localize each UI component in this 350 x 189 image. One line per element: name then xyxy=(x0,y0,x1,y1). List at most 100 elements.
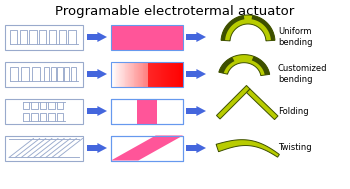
Bar xyxy=(165,61,166,87)
Polygon shape xyxy=(111,136,183,160)
Bar xyxy=(162,61,164,87)
Bar xyxy=(142,61,143,87)
Bar xyxy=(111,61,183,87)
Bar xyxy=(148,61,149,87)
Bar xyxy=(121,61,122,87)
Bar xyxy=(128,61,130,87)
Bar xyxy=(122,61,123,87)
Bar xyxy=(5,136,83,160)
Polygon shape xyxy=(216,140,279,157)
Bar xyxy=(114,61,115,87)
Bar xyxy=(146,61,147,87)
Bar xyxy=(125,61,127,87)
Bar xyxy=(155,61,156,87)
Bar xyxy=(149,61,150,87)
Polygon shape xyxy=(221,15,275,41)
Text: Uniform
bending: Uniform bending xyxy=(278,27,313,47)
Bar xyxy=(164,61,166,87)
Bar xyxy=(145,61,147,87)
Bar xyxy=(181,61,183,87)
Bar xyxy=(150,61,152,87)
Bar xyxy=(152,61,153,87)
Bar xyxy=(133,61,134,87)
Bar xyxy=(132,61,133,87)
Bar xyxy=(111,136,183,160)
Bar xyxy=(154,61,156,87)
Bar xyxy=(160,61,161,87)
Bar xyxy=(5,25,83,50)
Bar xyxy=(144,61,146,87)
Bar xyxy=(180,61,181,87)
Bar xyxy=(161,61,163,87)
Text: Programable electrotermal actuator: Programable electrotermal actuator xyxy=(55,5,295,18)
Bar xyxy=(163,61,164,87)
Bar xyxy=(134,61,136,87)
Bar xyxy=(136,61,138,87)
Text: Customized
bending: Customized bending xyxy=(278,64,328,84)
Bar xyxy=(133,61,135,87)
Text: Twisting: Twisting xyxy=(278,143,312,153)
Bar xyxy=(117,61,119,87)
Bar xyxy=(152,61,154,87)
Bar xyxy=(150,61,151,87)
Bar xyxy=(125,61,126,87)
Bar xyxy=(114,61,116,87)
Bar xyxy=(173,61,175,87)
Bar xyxy=(157,61,158,87)
Polygon shape xyxy=(186,143,206,153)
Bar xyxy=(116,61,117,87)
Bar xyxy=(182,61,183,87)
Bar xyxy=(118,61,120,87)
Polygon shape xyxy=(216,85,250,119)
Bar xyxy=(137,61,139,87)
Bar xyxy=(158,61,159,87)
Bar xyxy=(177,61,178,87)
Polygon shape xyxy=(186,106,206,116)
Bar xyxy=(144,61,145,87)
Bar xyxy=(168,61,169,87)
Bar xyxy=(167,61,168,87)
Polygon shape xyxy=(87,69,107,79)
Bar xyxy=(176,61,177,87)
Bar xyxy=(169,61,171,87)
Bar xyxy=(130,61,131,87)
Bar xyxy=(111,98,183,123)
Bar xyxy=(119,61,120,87)
Bar xyxy=(140,61,141,87)
Bar xyxy=(141,61,142,87)
Bar xyxy=(180,61,182,87)
Polygon shape xyxy=(186,32,206,42)
Polygon shape xyxy=(252,56,270,75)
Polygon shape xyxy=(87,106,107,116)
Bar xyxy=(138,61,139,87)
Bar xyxy=(112,61,113,87)
Bar xyxy=(126,61,128,87)
Bar xyxy=(135,61,137,87)
Bar xyxy=(137,98,157,123)
Polygon shape xyxy=(219,57,234,73)
Polygon shape xyxy=(219,55,270,76)
Bar xyxy=(111,136,183,160)
Bar xyxy=(161,61,162,87)
Polygon shape xyxy=(252,15,275,41)
Bar xyxy=(123,61,124,87)
Polygon shape xyxy=(186,69,206,79)
Bar xyxy=(147,61,148,87)
Bar xyxy=(153,61,155,87)
Bar xyxy=(172,61,174,87)
Bar xyxy=(159,61,160,87)
Bar xyxy=(177,61,179,87)
Bar xyxy=(131,61,132,87)
Bar xyxy=(171,61,173,87)
Bar xyxy=(178,61,180,87)
Bar xyxy=(5,61,83,87)
Polygon shape xyxy=(87,32,107,42)
Bar xyxy=(175,61,176,87)
Polygon shape xyxy=(246,89,278,120)
Bar xyxy=(120,61,121,87)
Bar xyxy=(111,25,183,50)
Bar xyxy=(174,61,175,87)
Bar xyxy=(142,61,144,87)
Bar xyxy=(5,98,83,123)
Polygon shape xyxy=(87,143,107,153)
